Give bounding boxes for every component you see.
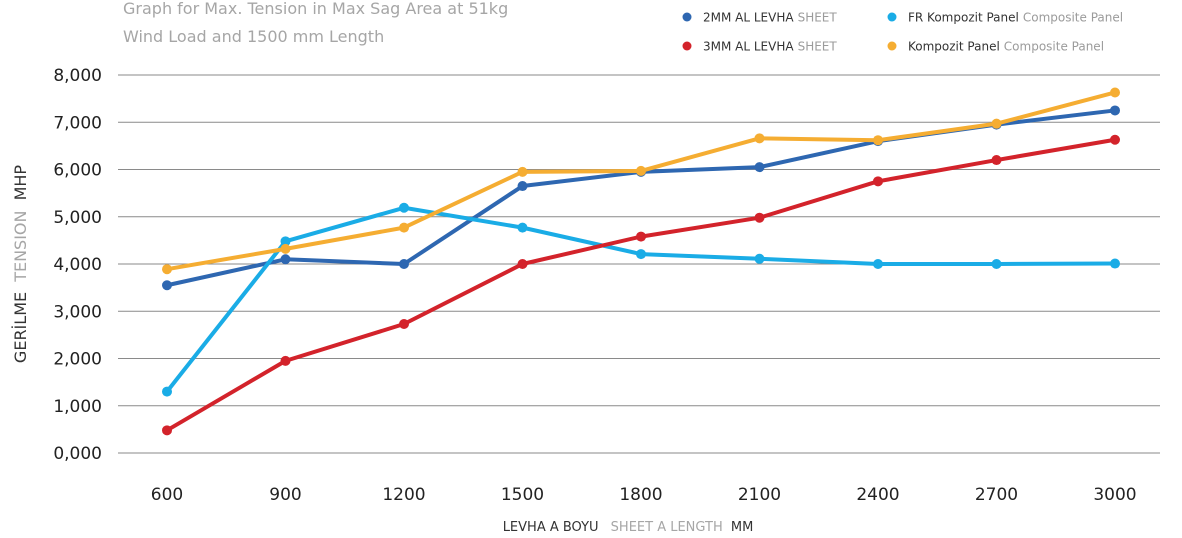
data-point [280, 236, 291, 247]
y-tick-label: 2,000 [53, 350, 102, 370]
x-tick-label: 3000 [1093, 485, 1136, 505]
y-axis-title: GERİLME TENSION MHP [11, 165, 30, 363]
data-point [636, 165, 646, 176]
series-line [165, 137, 1117, 433]
data-point [280, 355, 291, 366]
legend-item: 2MM AL LEVHA SHEET [682, 11, 837, 25]
y-axis-title-primary: GERİLME [11, 292, 30, 363]
data-point [399, 202, 409, 213]
data-point [280, 243, 291, 254]
y-tick-labels: 0,000 1,000 2,000 3,000 4,000 5,000 6,000 7,000… [53, 66, 102, 464]
legend-item: Kompozit Panel Composite Panel [887, 40, 1104, 54]
data-point [162, 280, 172, 291]
legend-label-primary: Kompozit Panel [908, 40, 1000, 54]
data-point [991, 118, 1002, 129]
data-point [754, 253, 765, 264]
data-point [754, 162, 765, 173]
legend-label-primary: 2MM AL LEVHA [703, 11, 794, 25]
legend-item: FR Kompozit Panel Composite Panel [887, 11, 1123, 25]
data-point [1110, 134, 1120, 145]
y-tick-label: 5,000 [53, 208, 102, 228]
legend-item: 3MM AL LEVHA SHEET [682, 40, 837, 54]
data-point [162, 264, 172, 275]
y-tick-label: 4,000 [53, 255, 102, 275]
legend-marker [682, 12, 692, 22]
data-point [280, 254, 291, 265]
legend-label: 2MM AL LEVHA SHEET [703, 11, 837, 25]
legend-marker [887, 41, 897, 51]
y-tick-label: 7,000 [53, 113, 102, 133]
y-tick-label: 1,000 [53, 397, 102, 417]
legend-label-secondary: SHEET [798, 40, 838, 54]
x-axis-title-unit: MM [731, 520, 753, 535]
x-axis-title: LEVHA A BOYU SHEET A LENGTH MM [503, 520, 754, 535]
series-group [162, 87, 1120, 436]
series-kompozit-panel [162, 87, 1120, 275]
legend-marker [887, 12, 897, 22]
y-tick-label: 8,000 [53, 66, 102, 86]
data-point [754, 212, 765, 223]
x-axis-title-secondary: SHEET A LENGTH [611, 520, 723, 535]
data-point [1110, 258, 1120, 269]
legend-label-secondary: SHEET [798, 11, 838, 25]
y-axis-title-unit: MHP [11, 165, 30, 201]
data-point [754, 133, 765, 144]
series-line [165, 90, 1117, 272]
data-point [873, 135, 883, 146]
x-tick-label: 1800 [619, 485, 662, 505]
data-point [991, 259, 1002, 269]
legend: 2MM AL LEVHA SHEET FR Kompozit Panel Compos… [682, 11, 1123, 54]
series-fr-kompozit-panel [162, 202, 1120, 397]
x-tick-label: 900 [269, 485, 301, 505]
legend-label: 3MM AL LEVHA SHEET [703, 40, 837, 54]
data-point [517, 181, 528, 192]
x-tick-label: 1500 [501, 485, 544, 505]
x-tick-label: 2700 [975, 485, 1018, 505]
data-point [636, 249, 646, 260]
data-point [399, 319, 409, 330]
x-tick-label: 2400 [856, 485, 899, 505]
data-point [162, 425, 172, 436]
x-tick-label: 2100 [738, 485, 781, 505]
data-point [873, 259, 883, 269]
legend-label: Kompozit Panel Composite Panel [908, 40, 1104, 54]
legend-label-primary: 3MM AL LEVHA [703, 40, 794, 54]
data-point [1110, 105, 1120, 116]
data-point [636, 231, 646, 242]
y-tick-label: 0,000 [53, 444, 102, 464]
legend-label-secondary: Composite Panel [1023, 11, 1123, 25]
legend-label-primary: FR Kompozit Panel [908, 11, 1019, 25]
x-axis-title-primary: LEVHA A BOYU [503, 520, 599, 535]
x-tick-labels: 600 900 1200 1500 1800 2100 2400 2700 3000 [151, 485, 1137, 505]
legend-label: FR Kompozit Panel Composite Panel [908, 11, 1123, 25]
data-point [991, 155, 1002, 166]
y-tick-label: 3,000 [53, 302, 102, 322]
x-tick-label: 600 [151, 485, 183, 505]
series-3mm-al-levha [162, 134, 1120, 436]
chart-subtitle-line-1: Graph for Max. Tension in Max Sag Area a… [123, 0, 508, 18]
chart-subtitle-line-2: Wind Load and 1500 mm Length [123, 27, 384, 46]
y-tick-label: 6,000 [53, 161, 102, 181]
x-tick-label: 1200 [382, 485, 425, 505]
data-point [517, 222, 528, 233]
legend-marker [682, 41, 692, 51]
data-point [162, 386, 172, 397]
data-point [517, 166, 528, 177]
data-point [517, 259, 528, 269]
legend-label-secondary: Composite Panel [1004, 40, 1104, 54]
y-axis-title-secondary: TENSION [11, 211, 30, 283]
data-point [1110, 87, 1120, 98]
data-point [873, 176, 883, 187]
data-point [399, 259, 409, 269]
data-point [399, 222, 409, 233]
